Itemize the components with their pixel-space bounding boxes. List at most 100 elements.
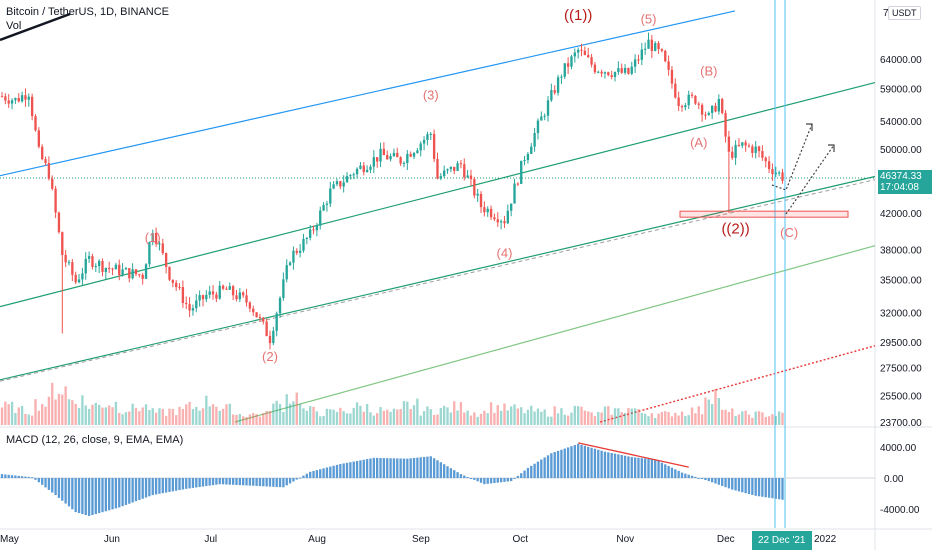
macd-histogram-bar (359, 460, 362, 478)
candle (238, 288, 242, 303)
candle-body (654, 43, 657, 51)
volume-bar (737, 414, 741, 425)
volume-bar (536, 408, 540, 425)
candle (178, 283, 181, 291)
drawn-black-line (0, 12, 71, 42)
candle-body (526, 153, 530, 161)
volume-bar (158, 408, 161, 425)
macd-histogram-bar (292, 478, 295, 482)
candle (412, 151, 416, 160)
macd-histogram-bar (178, 478, 181, 491)
macd-histogram-bar (255, 478, 258, 486)
macd-histogram-bar (77, 478, 81, 514)
macd-histogram-bar (91, 478, 94, 516)
candle (710, 105, 714, 120)
macd-histogram-bar (218, 478, 221, 485)
candle-body (345, 176, 349, 183)
volume-bar (94, 402, 97, 425)
macd-histogram-bar (593, 448, 597, 478)
candle-body (389, 156, 392, 160)
candle (731, 146, 734, 160)
volume-bar (553, 406, 556, 425)
volume-bar (637, 409, 640, 425)
candle-body (469, 175, 473, 180)
volume-bar (533, 411, 536, 425)
candle (27, 93, 30, 107)
macd-histogram-bar (456, 472, 459, 478)
macd-histogram-bar (262, 478, 265, 487)
candle-body (650, 39, 654, 51)
candle (406, 150, 409, 171)
candle-body (476, 193, 479, 196)
volume-bar (590, 412, 593, 425)
macd-histogram-bar (295, 478, 298, 480)
macd-histogram-bar (509, 478, 513, 482)
candle (751, 144, 754, 158)
candle-body (560, 76, 563, 78)
candle-body (87, 256, 91, 259)
macd-histogram-bar (138, 478, 141, 501)
candle (17, 93, 20, 103)
candle-body (61, 232, 64, 255)
candle (205, 290, 208, 303)
candle (503, 215, 506, 228)
symbol-title: Bitcoin / TetherUS, 1D, BINANCE (6, 6, 170, 18)
candle (707, 111, 710, 116)
volume-bar (396, 409, 399, 425)
macd-histogram-bar (607, 452, 610, 478)
currency-badge[interactable]: USDT (888, 6, 921, 20)
volume-bar (459, 402, 463, 425)
macd-histogram-bar (744, 478, 747, 494)
volume-bar (97, 404, 101, 425)
macd-histogram-bar (121, 478, 124, 507)
candle (473, 176, 476, 199)
candle (392, 148, 396, 158)
candle (4, 93, 7, 105)
macd-histogram-bar (238, 478, 242, 486)
candle-body (580, 49, 583, 51)
candle-body (288, 262, 292, 266)
candle (486, 206, 489, 217)
macd-histogram-bar (392, 458, 396, 478)
macd-histogram-bar (459, 474, 463, 478)
candle-body (392, 152, 396, 157)
macd-histogram-bar (771, 478, 774, 499)
candle (94, 263, 97, 273)
macd-histogram-bar (429, 456, 432, 478)
macd-histogram-bar (566, 447, 570, 478)
macd-histogram-bar (81, 478, 84, 515)
volume-bar (757, 411, 761, 425)
volume-bar (667, 412, 670, 425)
volume-bar (37, 410, 41, 425)
candle (409, 151, 412, 158)
volume-bar (81, 395, 84, 425)
candle-body (680, 106, 684, 108)
candle-body (436, 158, 439, 179)
candle (449, 166, 453, 173)
volume-bar (630, 408, 633, 425)
candle (774, 166, 777, 178)
candle-body (118, 264, 121, 276)
candle-body (553, 90, 556, 93)
macd-histogram-bar (670, 467, 674, 478)
macd-histogram-bar (141, 478, 144, 499)
candle (97, 259, 101, 274)
candle-body (151, 233, 154, 243)
wave-label: (2) (262, 349, 278, 364)
candle-body (319, 210, 322, 226)
macd-histogram-bar (272, 478, 275, 487)
candle (208, 285, 211, 299)
wave-label: (4) (497, 245, 513, 260)
volume-bar (426, 406, 429, 425)
candle-body (191, 308, 195, 311)
candle-body (777, 172, 781, 174)
candle-body (178, 287, 181, 289)
candle-body (590, 57, 593, 65)
candle (633, 54, 637, 74)
candle-body (339, 181, 342, 187)
volume-bar (248, 414, 252, 425)
candle-body (536, 120, 540, 134)
candle-body (57, 212, 61, 233)
macd-histogram-bar (27, 476, 30, 478)
